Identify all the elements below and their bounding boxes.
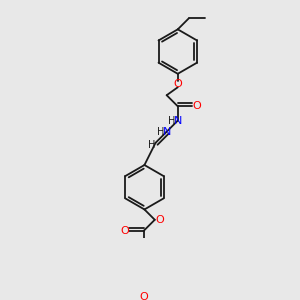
- Text: O: O: [192, 101, 201, 111]
- Text: H: H: [148, 140, 155, 150]
- Text: O: O: [120, 226, 129, 236]
- Text: N: N: [163, 127, 171, 137]
- Text: O: O: [173, 79, 182, 89]
- Text: O: O: [139, 292, 148, 300]
- Text: O: O: [155, 215, 164, 225]
- Text: H: H: [168, 116, 175, 126]
- Text: H: H: [157, 127, 164, 137]
- Text: N: N: [174, 116, 182, 126]
